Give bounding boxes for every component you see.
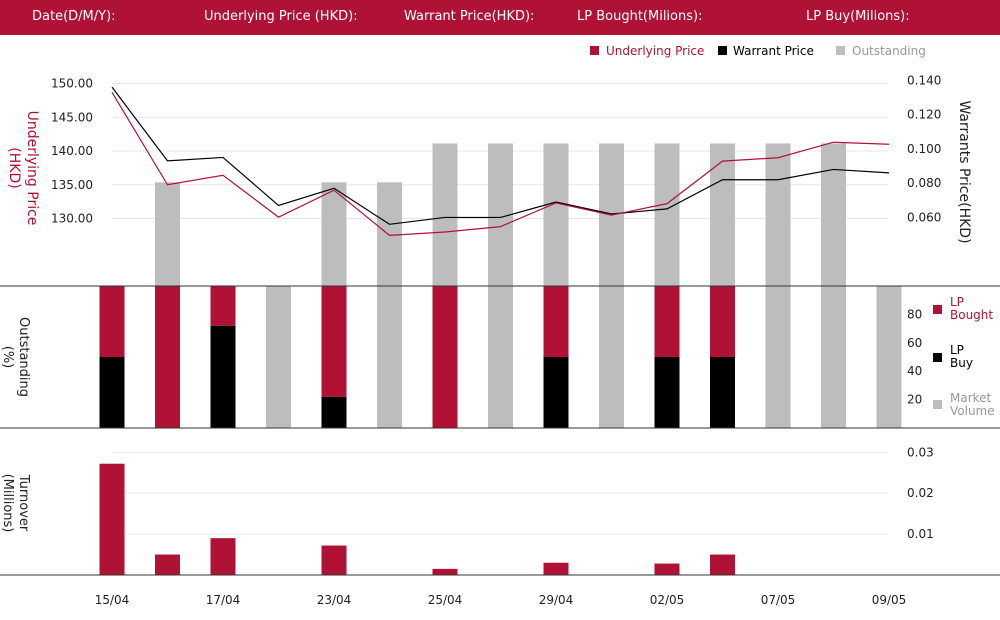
x-tick-label: 23/04 <box>317 593 352 607</box>
warrant-tick-label: 0.080 <box>907 176 941 190</box>
underlying-tick-label: 130.00 <box>51 212 93 226</box>
legend-market-volume-swatch <box>933 400 942 409</box>
lp-bought-bar <box>710 286 735 357</box>
turnover-axis-title-unit: (Millions) <box>0 474 15 533</box>
legend-underlying-swatch <box>590 46 599 55</box>
lp-bought-bar <box>321 286 347 397</box>
x-tick-label: 25/04 <box>428 593 463 607</box>
market-volume-bar <box>377 286 402 428</box>
outstanding-bar <box>710 143 735 286</box>
underlying-price-label: Underlying Price (HKD): <box>204 9 358 24</box>
outstanding-bar <box>765 143 791 286</box>
legend-warrant-swatch <box>718 46 727 55</box>
outstanding-tick-label: 20 <box>907 393 922 407</box>
outstanding-bar <box>432 143 458 286</box>
turnover-bar <box>654 563 680 575</box>
outstanding-bar <box>377 182 402 286</box>
underlying-tick-label: 140.00 <box>51 144 93 158</box>
turnover-tick-label: 0.03 <box>907 445 934 459</box>
lp-buy-label: LP Buy(Milions): <box>806 9 910 24</box>
lp-bought-bar <box>155 286 180 428</box>
market-volume-bar <box>765 286 791 428</box>
outstanding-tick-label: 40 <box>907 364 922 378</box>
lp-buy-bar <box>654 357 680 428</box>
legend-lp-buy-swatch <box>933 353 942 362</box>
legend-warrant-label: Warrant Price <box>733 44 814 58</box>
outstanding-bar <box>654 143 680 286</box>
lp-buy-bar <box>321 396 347 428</box>
lp-bought-bar <box>99 286 125 357</box>
x-tick-label: 02/05 <box>650 593 685 607</box>
underlying-tick-label: 150.00 <box>51 77 93 91</box>
date-label: Date(D/M/Y): <box>32 9 116 24</box>
underlying-axis-title: Underlying Price <box>24 111 40 226</box>
lp-bought-bar <box>210 286 236 326</box>
turnover-bar <box>543 562 569 575</box>
turnover-tick-label: 0.02 <box>907 486 934 500</box>
legend-outstanding-swatch <box>836 46 845 55</box>
legend-market-volume-label: Market Volume <box>950 391 995 418</box>
outstanding-tick-label: 80 <box>907 307 922 321</box>
lp-bought-bar <box>543 286 569 357</box>
market-volume-bar <box>821 286 846 428</box>
turnover-bar <box>155 554 180 575</box>
market-volume-bar <box>876 286 902 428</box>
turnover-bar <box>210 538 236 575</box>
legend-underlying-label: Underlying Price <box>606 44 704 58</box>
warrant-tick-label: 0.060 <box>907 210 941 224</box>
x-tick-label: 09/05 <box>872 593 907 607</box>
market-volume-bar <box>488 286 513 428</box>
legend-lp-buy-label: LP Buy <box>950 343 973 370</box>
outstanding-bar <box>821 143 846 286</box>
outstanding-axis-title-unit: (%) <box>0 346 15 369</box>
lp-bought-bar <box>654 286 680 357</box>
warrant-tick-label: 0.100 <box>907 142 941 156</box>
warrant-price-label: Warrant Price(HKD): <box>404 9 535 24</box>
warrant-tick-label: 0.140 <box>907 73 941 87</box>
warrant-tick-label: 0.120 <box>907 108 941 122</box>
legend-lp-bought-swatch <box>933 305 942 314</box>
outstanding-axis-title: Outstanding <box>16 317 31 397</box>
turnover-bar <box>432 568 458 575</box>
x-tick-label: 29/04 <box>539 593 574 607</box>
lp-bought-bar <box>432 286 458 428</box>
turnover-tick-label: 0.01 <box>907 527 934 541</box>
underlying-axis-title-unit: (HKD) <box>6 147 22 188</box>
lp-buy-bar <box>99 357 125 428</box>
lp-buy-bar <box>710 357 735 428</box>
lp-buy-bar <box>543 357 569 428</box>
outstanding-bar <box>321 182 347 286</box>
outstanding-bar <box>155 182 180 286</box>
market-volume-bar <box>599 286 624 428</box>
header-bar: Date(D/M/Y): Underlying Price (HKD): War… <box>0 0 1000 35</box>
lp-bought-label: LP Bought(Milions): <box>577 9 703 24</box>
turnover-bar <box>321 545 347 575</box>
outstanding-bar <box>543 143 569 286</box>
x-tick-label: 15/04 <box>95 593 130 607</box>
x-tick-label: 07/05 <box>761 593 796 607</box>
x-tick-label: 17/04 <box>206 593 241 607</box>
market-volume-bar <box>266 286 291 428</box>
warrant-axis-title: Warrants Price(HKD) <box>956 100 972 243</box>
outstanding-tick-label: 60 <box>907 336 922 350</box>
underlying-price-line <box>111 91 890 236</box>
turnover-bar <box>99 463 125 575</box>
legend-lp-bought-label: LP Bought <box>950 295 993 322</box>
turnover-bar <box>710 554 735 575</box>
warrant-price-line <box>111 86 890 225</box>
underlying-tick-label: 135.00 <box>51 178 93 192</box>
lp-buy-bar <box>210 325 236 428</box>
underlying-tick-label: 145.00 <box>51 110 93 124</box>
turnover-axis-title: Turnover <box>16 474 31 532</box>
legend-outstanding-label: Outstanding <box>852 44 926 58</box>
